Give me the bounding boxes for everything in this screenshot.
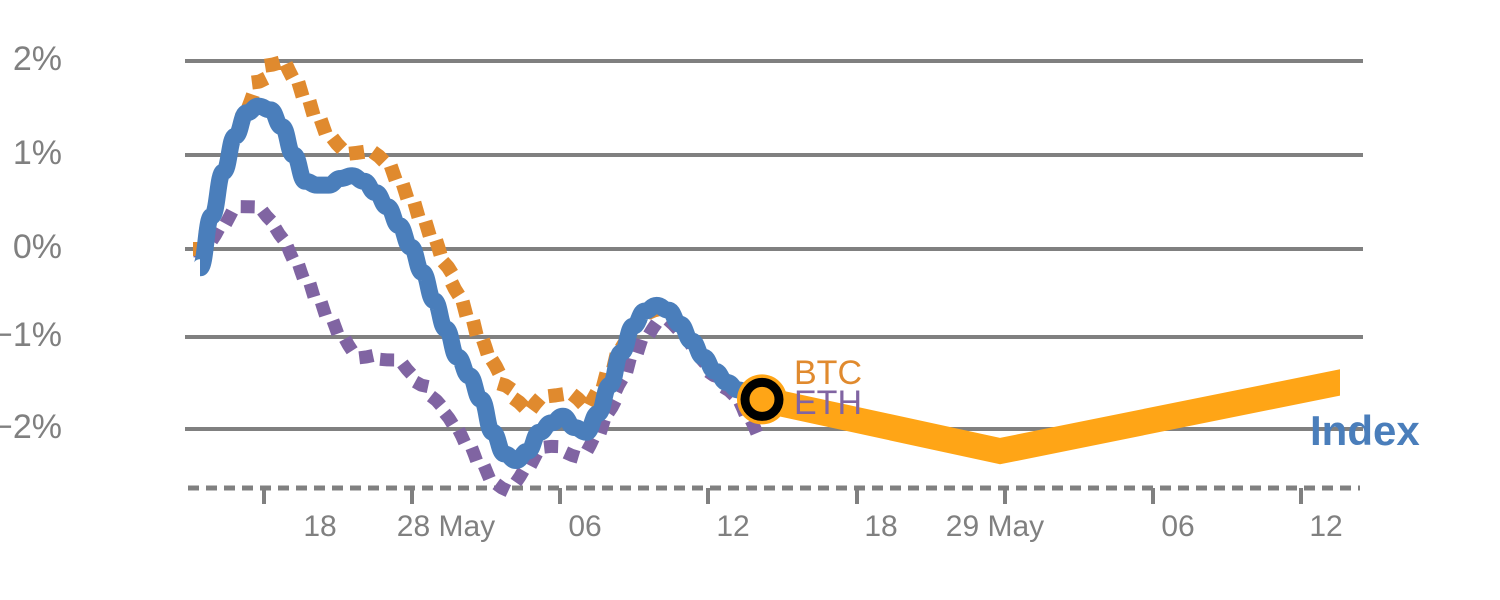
current-point-marker[interactable]: [737, 374, 787, 425]
y-axis-label-2pct: 2%: [12, 40, 62, 78]
x-axis-label-1: 28 May: [396, 510, 496, 543]
x-axis-label-4: 18: [864, 510, 898, 543]
marker-ring-circle: [740, 377, 784, 421]
series-label-index: Index: [1310, 407, 1420, 454]
series-line-index: [191, 97, 763, 469]
series-label-btc: BTC: [794, 354, 862, 392]
x-axis-label-7: 12: [1309, 510, 1343, 543]
gridlines: [185, 59, 1363, 431]
x-axis-label-2: 06: [568, 510, 602, 543]
x-axis-ticks: [262, 488, 1303, 504]
y-axis-label-neg2pct: −2%: [0, 408, 62, 446]
forecast-band: [762, 369, 1340, 465]
series-line-eth: [193, 200, 769, 496]
x-axis-label-6: 06: [1161, 510, 1195, 543]
y-axis-label-1pct: 1%: [12, 134, 62, 172]
y-axis-label-0pct: 0%: [12, 228, 62, 266]
series-line-btc: [192, 53, 770, 418]
x-axis-label-5: 29 May: [945, 510, 1045, 543]
series-label-eth: ETH: [794, 384, 862, 422]
x-axis-label-0: 18: [303, 510, 337, 543]
x-axis-label-3: 12: [716, 510, 750, 543]
y-axis-label-neg1pct: −1%: [0, 316, 62, 354]
